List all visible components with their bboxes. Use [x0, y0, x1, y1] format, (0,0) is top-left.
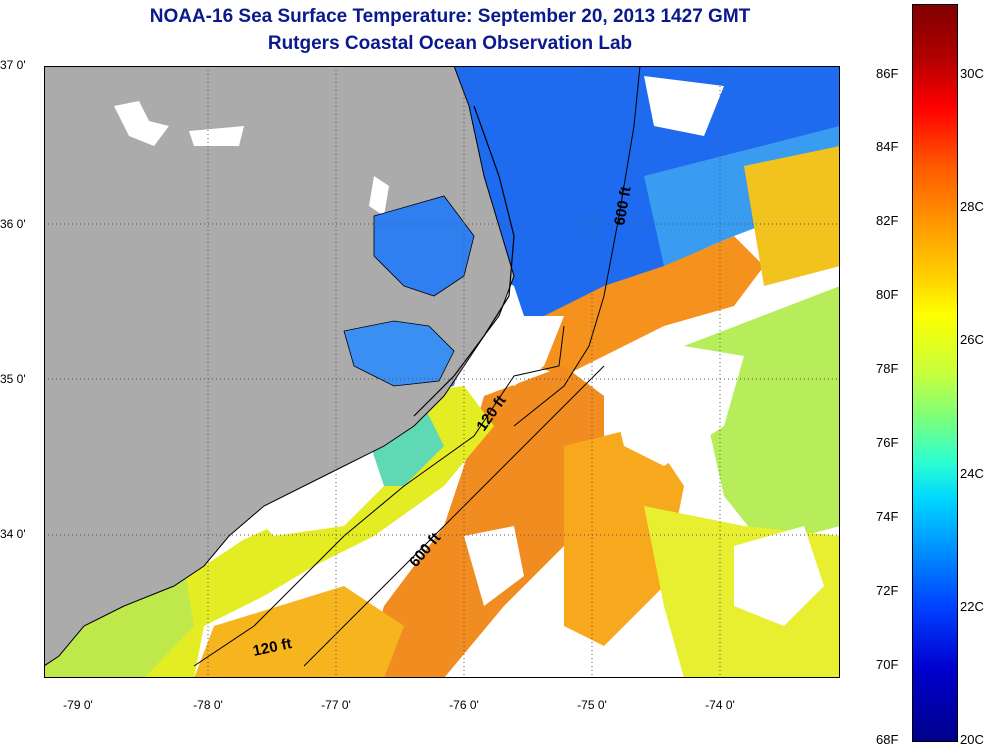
cloud-patch: [464, 526, 524, 606]
colorbar-label-c: 26C: [960, 332, 984, 347]
colorbar-label-c: 24C: [960, 466, 984, 481]
map-subtitle: Rutgers Coastal Ocean Observation Lab: [267, 33, 633, 54]
colorbar-label-c: 28C: [960, 199, 984, 214]
inland-water: [189, 126, 244, 146]
colorbar-label-f: 76F: [876, 435, 899, 450]
sst-map[interactable]: 600 ft 120 ft 600 ft 120 ft: [44, 66, 840, 678]
lat-label-37: 37 0': [0, 58, 26, 72]
colorbar-label-f: 74F: [876, 509, 899, 524]
gulf-stream-warm-core: [364, 366, 604, 678]
colorbar-label-f: 78F: [876, 361, 899, 376]
colorbar-label-c: 30C: [960, 66, 984, 81]
barrier-islands: [413, 105, 515, 417]
offshore-yellow-patch: [744, 146, 840, 286]
cloud-patch: [644, 76, 724, 136]
contour-120ft: [193, 325, 565, 667]
lon-label-75: -75 0': [577, 698, 607, 712]
colorbar-label-f: 86F: [876, 66, 899, 81]
contour-label-600ft-north: 600 ft: [611, 185, 635, 227]
sst-map-canvas: 600 ft 120 ft 600 ft 120 ft: [44, 66, 840, 678]
cold-water-region: [454, 66, 840, 316]
cloud-patch: [604, 346, 744, 466]
south-warm-patch: [194, 586, 404, 678]
lat-label-35: 35 0': [0, 372, 26, 386]
lon-label-76: -76 0': [449, 698, 479, 712]
grid: [44, 66, 840, 678]
lon-label-77: -77 0': [321, 698, 351, 712]
colorbar-label-f: 68F: [876, 732, 899, 747]
colorbar-label-f: 80F: [876, 287, 899, 302]
colorbar-label-f: 82F: [876, 213, 899, 228]
lat-label-34: 34 0': [0, 527, 26, 541]
temperature-colorbar: [912, 4, 958, 742]
cloud-patch: [474, 316, 564, 386]
offshore-green-east: [684, 286, 840, 546]
colorbar-label-c: 22C: [960, 599, 984, 614]
colorbar-label-f: 72F: [876, 583, 899, 598]
cloud-patch: [734, 526, 824, 626]
gulf-stream-warm-front: [534, 236, 764, 376]
offshore-warm-patch: [564, 426, 684, 646]
inland-water: [369, 176, 389, 216]
colorbar-label-c: 20C: [960, 732, 984, 747]
contour-600ft-north: [513, 66, 641, 427]
pamlico-estuary: [343, 320, 455, 387]
colorbar-label-f: 70F: [876, 657, 899, 672]
lon-label-74: -74 0': [705, 698, 735, 712]
lat-label-36: 36 0': [0, 217, 26, 231]
inland-water: [114, 101, 169, 146]
contour-600ft-south: [303, 365, 605, 667]
lon-label-79: -79 0': [63, 698, 93, 712]
colorbar-label-f: 84F: [876, 139, 899, 154]
albemarle-sound: [373, 195, 475, 297]
map-title: NOAA-16 Sea Surface Temperature: Septemb…: [149, 6, 751, 27]
lon-label-78: -78 0': [193, 698, 223, 712]
